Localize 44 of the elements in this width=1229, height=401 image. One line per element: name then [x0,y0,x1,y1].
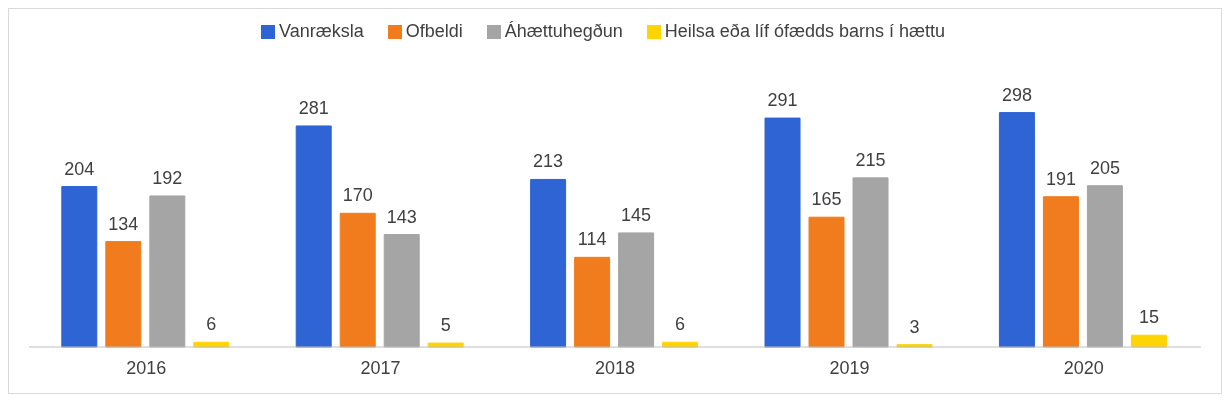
x-tick-label: 2018 [594,357,636,378]
data-label: 6 [206,314,217,335]
bar [339,212,376,348]
x-tick-label: 2016 [126,357,167,378]
bar [530,178,567,348]
bar [295,125,332,348]
data-label: 15 [1138,307,1159,328]
data-label: 5 [440,315,451,336]
data-label: 213 [533,151,564,172]
bar [998,112,1035,348]
bar [1086,185,1123,348]
data-label: 215 [855,149,886,170]
data-label: 143 [386,206,417,227]
data-label: 291 [767,90,798,111]
data-label: 134 [108,213,139,234]
legend-label: Heilsa eða líf ófædds barns í hættu [664,21,945,41]
data-label: 191 [1045,168,1076,189]
data-label: 281 [298,97,329,118]
bar [852,177,889,348]
bar [618,232,655,348]
data-label: 165 [811,189,842,210]
bar [764,117,801,348]
data-label: 205 [1089,157,1120,178]
data-label: 204 [64,158,95,179]
data-label: 114 [577,229,607,250]
data-label: 298 [1001,84,1032,105]
legend-label: Áhættuhegðun [504,21,623,41]
x-tick-label: 2019 [829,357,870,378]
x-tick-label: 2020 [1063,357,1104,378]
data-label: 192 [152,167,183,188]
bar [808,216,845,348]
data-label: 170 [342,185,373,206]
bar [105,241,142,348]
data-label: 6 [675,314,686,335]
bar [574,256,611,348]
legend-label: Vanræksla [278,21,364,41]
data-label: 145 [621,204,652,225]
bar [1042,196,1079,348]
x-tick-label: 2017 [360,357,401,378]
legend-label: Ofbeldi [405,21,463,41]
bar [149,195,186,348]
bar [383,234,420,348]
data-label: 3 [909,316,920,337]
bar [61,186,98,348]
